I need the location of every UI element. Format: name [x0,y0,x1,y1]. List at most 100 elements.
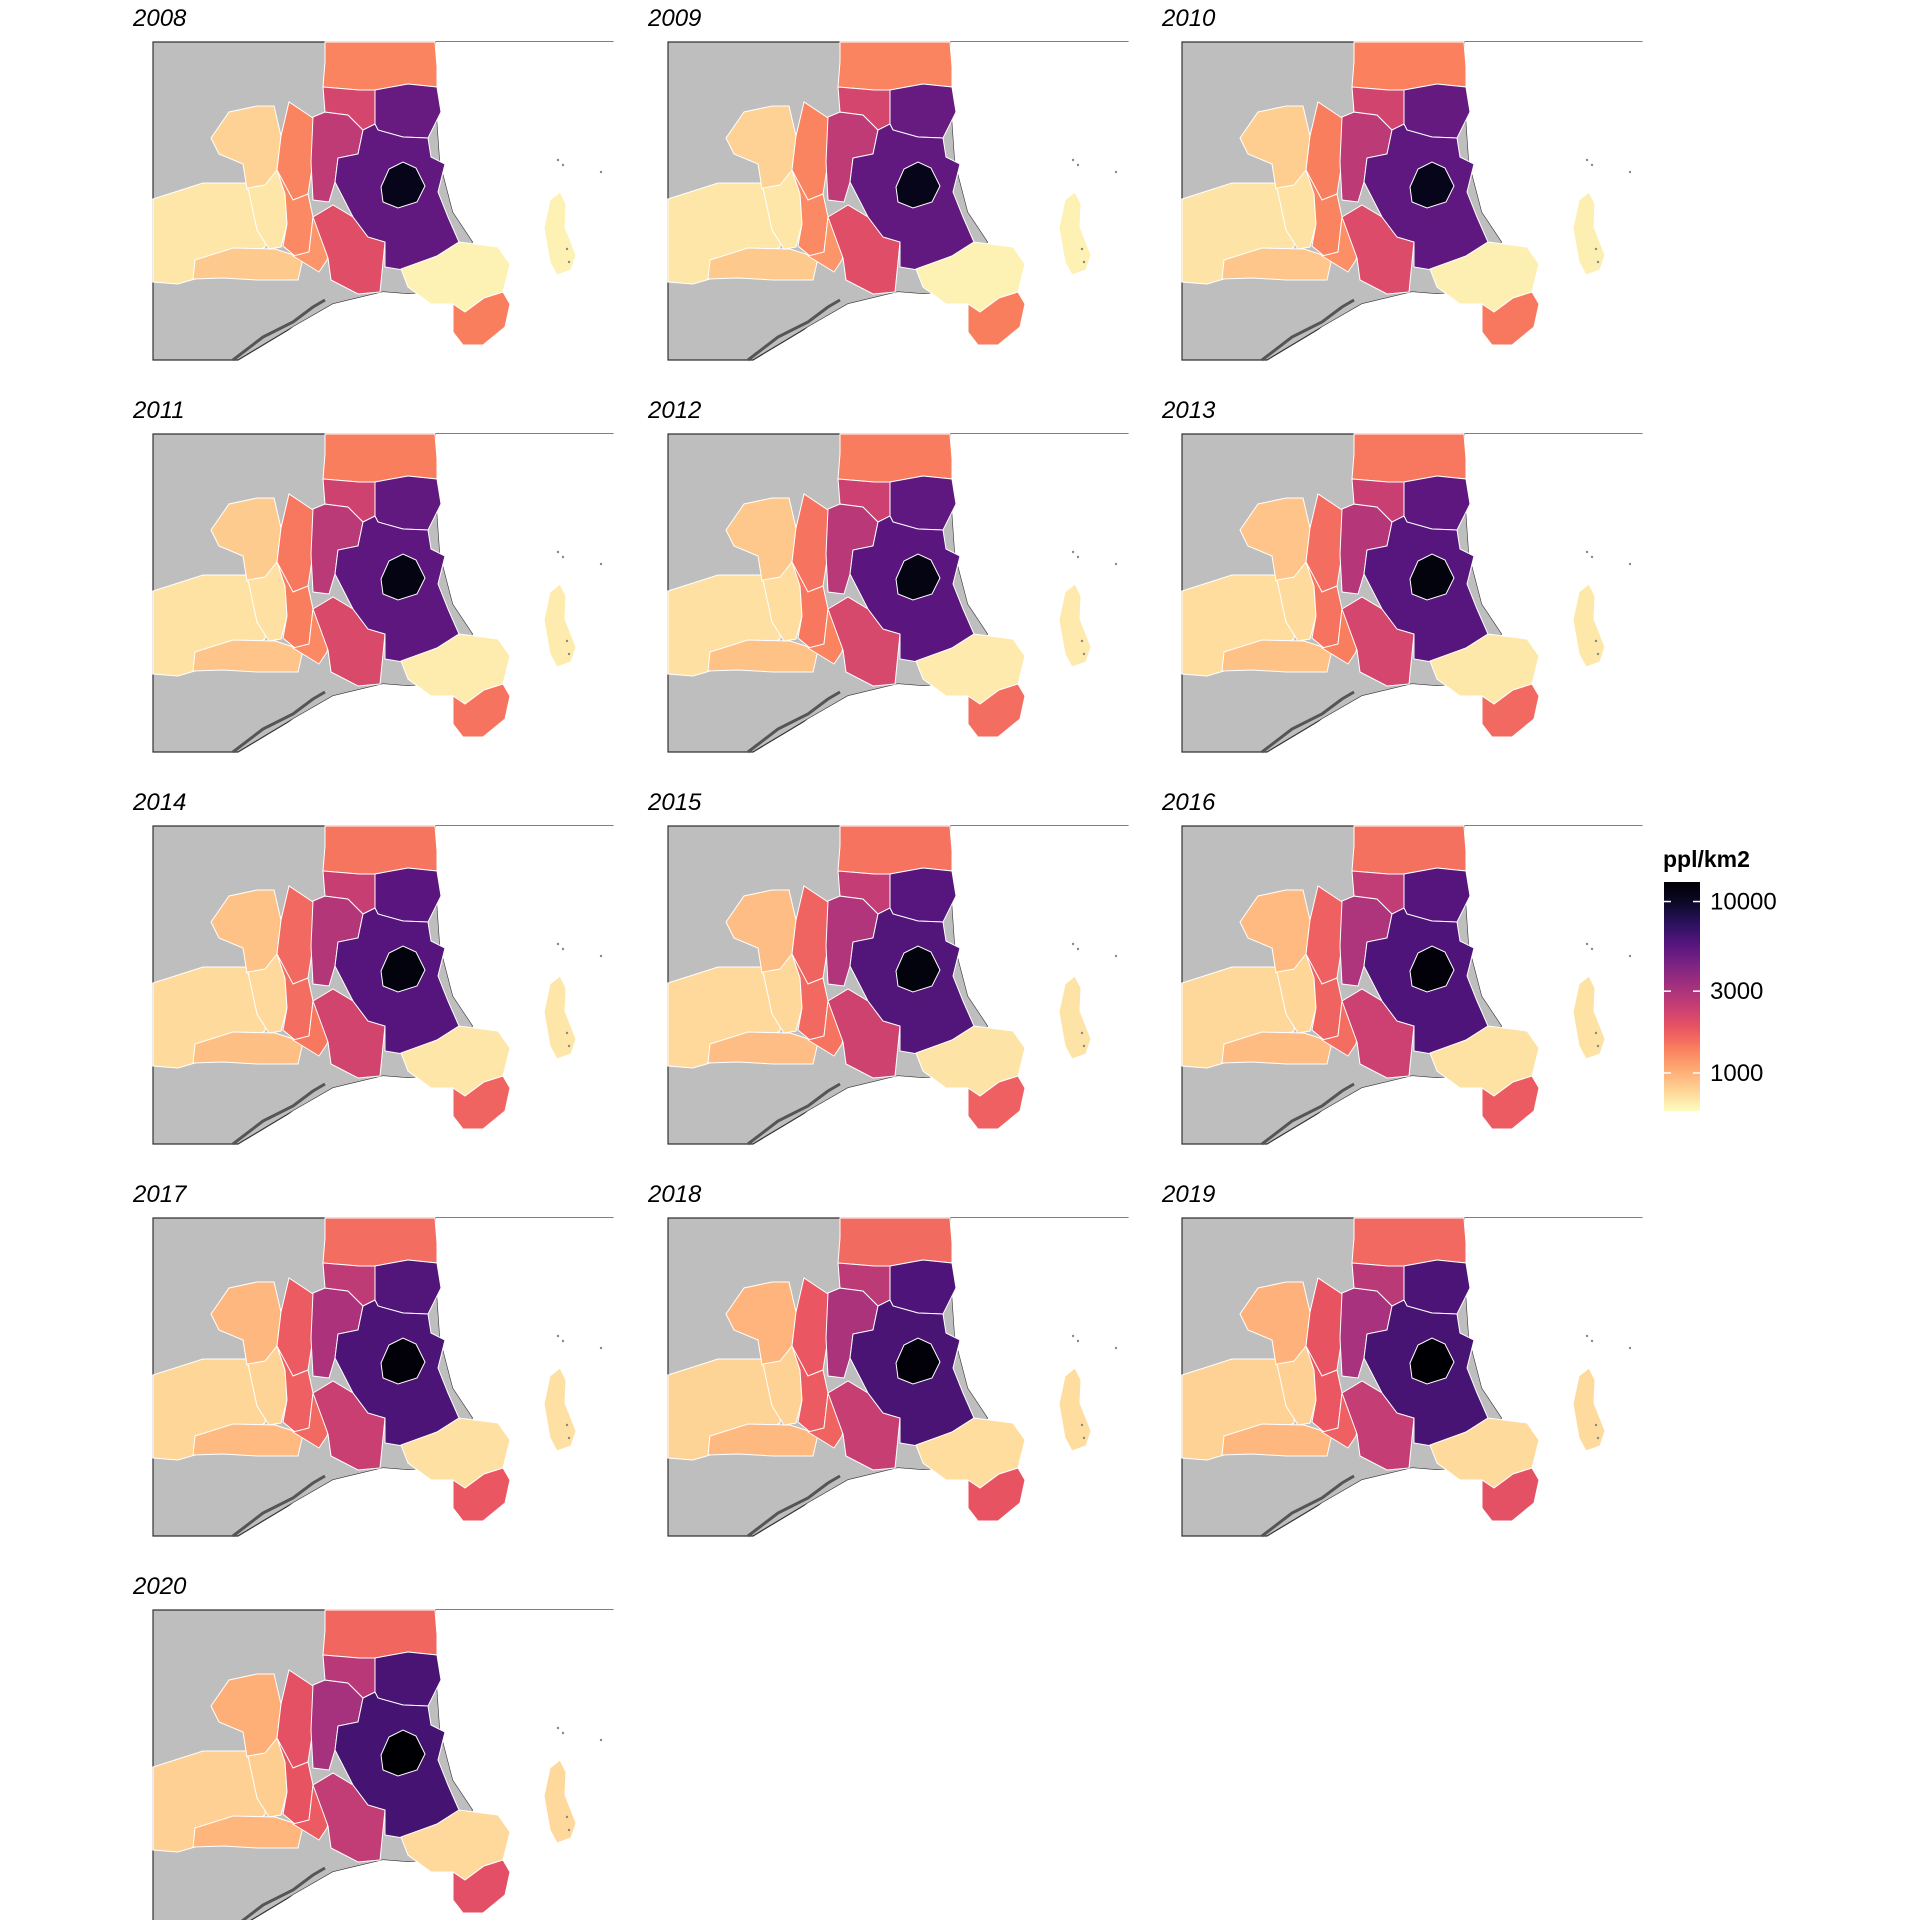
islet-dot [565,1815,569,1819]
panel-year-label: 2016 [1161,789,1216,816]
region-r11 [1341,596,1415,687]
region-r1 [895,1337,941,1385]
region-r15 [192,1815,304,1849]
islet-dot [1082,652,1086,656]
region-r3 [1403,1259,1471,1315]
region-r6 [1351,825,1467,875]
region-r7 [452,291,511,346]
sea-area [753,1218,1138,1546]
region-r6 [322,1609,438,1659]
islet-dot [1114,954,1118,958]
panel-year-label: 2017 [132,1181,188,1208]
islet-dot [565,1423,569,1427]
map-panel-2019: 2019 [1161,1181,1652,1546]
coastline [232,1082,326,1146]
region-r11 [312,1380,386,1471]
sea-area [238,1218,623,1546]
region-r1 [1409,553,1455,601]
map-panel-2018: 2018 [647,1181,1138,1546]
islet-dot [1590,947,1594,951]
region-r1 [380,553,426,601]
islet-dot [599,1346,603,1350]
map-panel-2008: 2008 [132,5,623,370]
region-r6 [1351,1217,1467,1267]
region-r15 [1221,1031,1333,1065]
region-r11 [827,596,901,687]
sea-area [753,42,1138,370]
region-r12b [543,975,577,1060]
islet-dot [1080,639,1084,643]
region-r11 [827,204,901,295]
region-r1 [895,161,941,209]
region-r11 [312,1772,386,1863]
map-panel-2011: 2011 [132,397,623,762]
islet-dot [1594,247,1598,251]
region-r3 [1403,475,1471,531]
islet-dot [1080,1423,1084,1427]
region-r7 [452,1075,511,1130]
coastline [232,690,326,754]
panel-year-label: 2019 [1161,1181,1215,1208]
coastline [747,298,841,362]
legend-title: ppl/km2 [1663,846,1750,872]
islet-dot [1585,158,1589,162]
islet-dot [561,555,565,559]
region-r15 [1221,1423,1333,1457]
region-r11 [1341,204,1415,295]
sea-area [1267,42,1652,370]
region-r1 [895,553,941,601]
islet-dot [1590,555,1594,559]
islet-dot [1596,1436,1600,1440]
sea-area [1267,1218,1652,1546]
region-r15 [192,1423,304,1457]
islet-dot [1628,562,1632,566]
region-r3 [889,1259,957,1315]
region-r12b [1058,583,1092,668]
coastline [1261,1082,1355,1146]
islet-dot [1585,942,1589,946]
sea-area [1267,434,1652,762]
region-r7 [967,291,1026,346]
region-r6 [322,41,438,91]
islet-dot [599,954,603,958]
islet-dot [1628,170,1632,174]
islet-dot [1590,1339,1594,1343]
islet-dot [599,1738,603,1742]
islet-dot [599,170,603,174]
islet-dot [565,639,569,643]
panel-year-label: 2018 [647,1181,702,1208]
islet-dot [1594,639,1598,643]
islet-dot [556,1726,560,1730]
panel-year-label: 2008 [132,5,187,32]
islet-dot [1596,260,1600,264]
islet-dot [1114,170,1118,174]
map-panel-2020: 2020 [132,1573,623,1920]
region-r7 [452,1859,511,1914]
islet-dot [1082,1436,1086,1440]
islet-dot [561,1731,565,1735]
region-r11 [1341,1380,1415,1471]
islet-dot [1590,163,1594,167]
sea-area [238,826,623,1154]
islet-dot [1076,163,1080,167]
region-r15 [707,1031,819,1065]
region-r7 [967,1075,1026,1130]
coastline [747,1474,841,1538]
region-r12b [543,583,577,668]
map-panels: 2008 2009 2010 2011 2012 2013 2014 2015 2016 2017… [132,5,1652,1920]
color-legend: ppl/km2 10000 3000 1000 [1663,846,1777,1111]
panel-year-label: 2015 [647,789,702,816]
region-r11 [312,988,386,1079]
legend-tick-label: 1000 [1710,1060,1763,1087]
coastline [1261,1474,1355,1538]
panel-year-label: 2010 [1161,5,1216,32]
islet-dot [1076,1339,1080,1343]
region-r7 [1481,1075,1540,1130]
legend-colorbar [1664,882,1700,1111]
region-r7 [967,683,1026,738]
coastline [232,1474,326,1538]
islet-dot [1080,1031,1084,1035]
region-r3 [374,475,442,531]
region-r7 [1481,1467,1540,1522]
